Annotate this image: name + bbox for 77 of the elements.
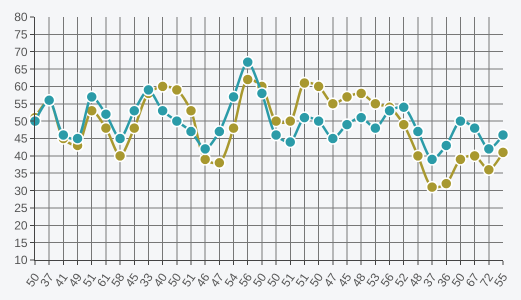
point [128,122,141,134]
point [184,104,198,117]
point [312,114,325,128]
point [354,111,368,124]
point [482,163,496,176]
point [227,90,240,104]
point [312,80,325,93]
point [114,132,126,145]
point [326,132,340,145]
point [213,156,226,170]
point [198,153,212,166]
y-tick-label: 20 [14,218,28,232]
point [354,87,368,100]
point [28,114,42,128]
point [298,76,311,90]
point [412,125,424,138]
point [468,150,481,162]
point [170,84,184,96]
y-tick-label: 50 [14,114,28,128]
point [198,142,212,156]
y-tick-label: 80 [14,10,28,24]
y-tick-label: 35 [14,166,28,180]
point [369,122,382,134]
point [128,104,141,117]
point [213,125,226,138]
y-tick-label: 65 [14,62,28,76]
point [241,73,254,86]
y-tick-label: 55 [14,96,28,111]
x-tick-label: 51 [179,270,199,290]
point [284,114,297,128]
point [440,177,453,190]
point [440,139,453,152]
point [156,104,169,117]
y-tick-label: 70 [14,44,28,59]
point [256,87,268,100]
y-tick-label: 45 [14,132,28,146]
point [397,101,410,114]
point [369,98,382,110]
point [397,118,410,131]
point [114,150,126,162]
point [496,146,510,159]
point [170,114,184,128]
y-tick-label: 75 [14,28,28,42]
point [496,128,510,142]
point [156,80,169,93]
y-tick-label: 10 [14,253,28,268]
point [298,111,311,124]
point [270,128,282,142]
x-tick-label: 51 [80,270,100,290]
point [100,108,112,120]
y-tick-label: 60 [14,80,28,94]
y-tick-label: 15 [14,236,28,250]
point [426,153,438,166]
point [241,56,254,68]
y-tick-label: 40 [14,149,28,164]
point [227,122,240,134]
point [142,84,155,96]
point [85,90,98,104]
point [482,142,496,156]
point [184,125,198,138]
point [100,122,112,134]
x-tick-label: 33 [136,270,156,290]
point [284,136,297,148]
point [412,150,424,162]
point [270,114,282,128]
y-tick-label: 25 [14,201,28,216]
y-tick-label: 30 [14,184,28,198]
point [326,98,340,110]
point [468,122,481,134]
point [454,153,467,166]
point [340,118,354,131]
point [57,128,70,142]
point [383,104,396,117]
point [71,132,84,145]
point [454,114,467,128]
point [340,90,354,104]
point [426,180,438,194]
